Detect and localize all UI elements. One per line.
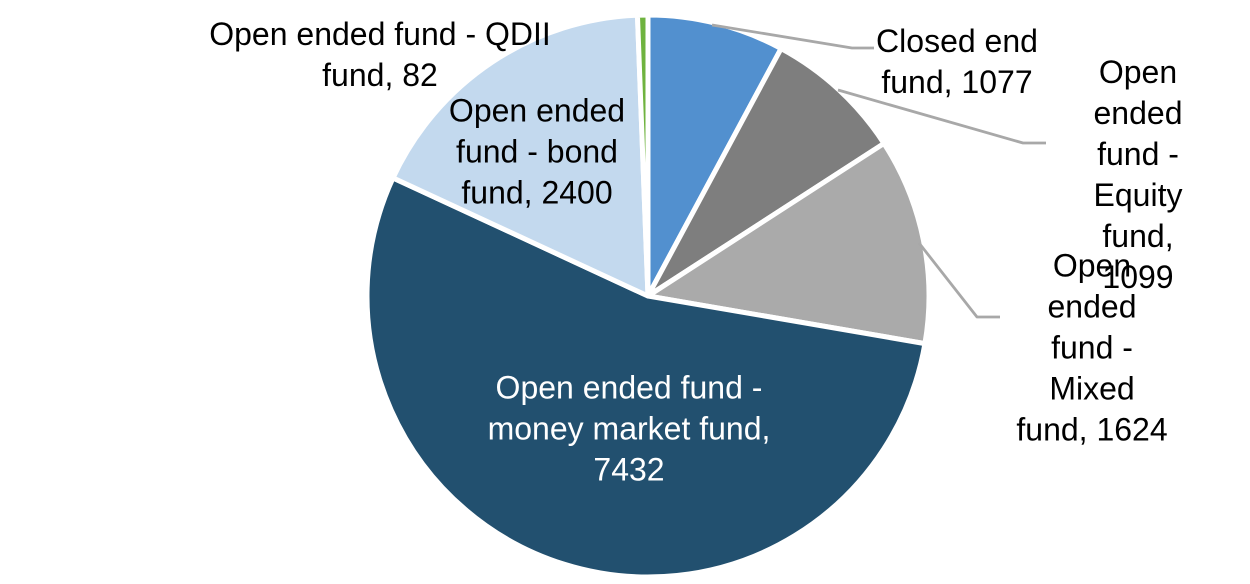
pie-slice-closed-end-fund xyxy=(645,12,784,299)
pie-slice-open-ended-mixed-fund xyxy=(645,140,932,347)
pie-slice-open-ended-money-market-fund xyxy=(364,175,928,580)
data-label-equity-fund: Open ended fund - Equity fund, 1099 xyxy=(1093,54,1183,295)
pie-slice-open-ended-qdii-fund xyxy=(634,12,651,299)
leader-line-closed-end-fund xyxy=(711,23,874,50)
data-label-qdii-fund: Open ended fund - QDII fund, 82 xyxy=(209,16,551,93)
data-label-closed-end-fund: Closed end fund, 1077 xyxy=(876,23,1038,100)
leader-line-open-ended-equity-fund xyxy=(837,88,1046,145)
data-label-mixed-fund: Open ended fund - Mixed fund, 1624 xyxy=(1016,247,1168,448)
data-label-money-market-fund: Open ended fund - money market fund, 743… xyxy=(487,369,771,488)
data-label-bond-fund: Open ended fund - bond fund, 2400 xyxy=(448,92,626,211)
pie-slice-open-ended-bond-fund xyxy=(390,12,651,299)
leader-line-open-ended-mixed-fund xyxy=(917,242,1000,319)
